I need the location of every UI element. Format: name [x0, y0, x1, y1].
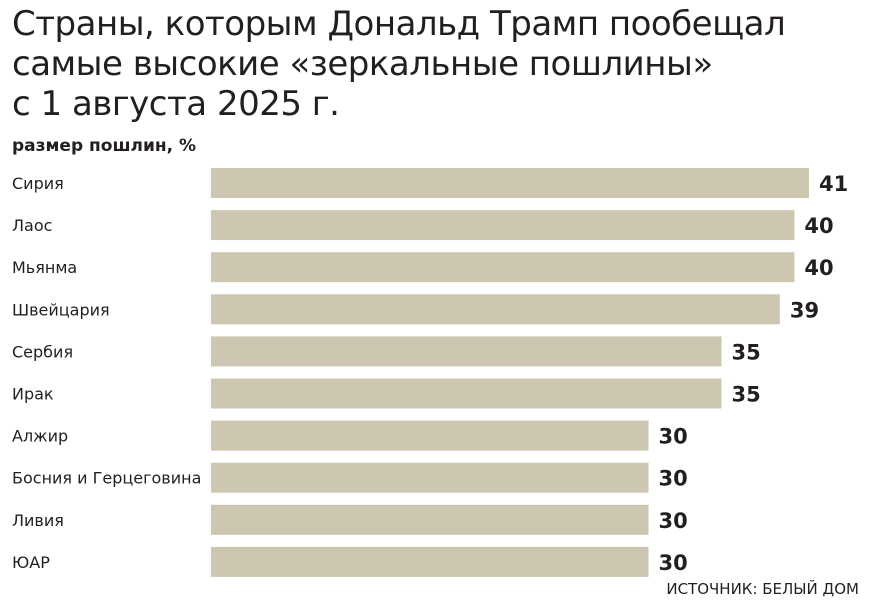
category-label: Сербия: [12, 342, 73, 361]
value-label: 30: [659, 467, 688, 491]
value-label: 30: [659, 509, 688, 533]
bar: [211, 420, 649, 451]
bar: [211, 336, 722, 367]
value-label: 39: [790, 298, 819, 322]
bar: [211, 252, 795, 283]
category-label: Сирия: [12, 174, 64, 193]
category-label: Лаос: [12, 216, 52, 235]
category-label: ЮАР: [12, 553, 50, 572]
chart-subtitle: размер пошлин, %: [12, 136, 197, 156]
category-label: Швейцария: [12, 300, 110, 319]
bar: [211, 210, 795, 241]
bar: [211, 546, 649, 577]
chart-title-line-1: Страны, которым Дональд Трамп пообещал: [12, 4, 786, 44]
bar: [211, 504, 649, 535]
value-label: 35: [731, 383, 760, 407]
value-label: 40: [804, 256, 833, 280]
value-label: 30: [659, 551, 688, 575]
bar: [211, 378, 722, 409]
source-note: ИСТОЧНИК: БЕЛЫЙ ДОМ: [666, 580, 859, 598]
value-label: 35: [731, 340, 760, 364]
chart-title-line-3: с 1 августа 2025 г.: [12, 84, 340, 124]
category-label: Ирак: [12, 385, 54, 404]
category-label: Ливия: [12, 511, 64, 530]
category-label: Алжир: [12, 427, 68, 446]
bar: [211, 294, 780, 325]
category-label: Босния и Герцеговина: [12, 469, 201, 488]
value-label: 30: [659, 425, 688, 449]
chart-title-line-2: самые высокие «зеркальные пошлины»: [12, 44, 713, 84]
value-label: 41: [819, 172, 848, 196]
bar: [211, 168, 809, 198]
category-label: Мьянма: [12, 258, 77, 277]
value-label: 40: [804, 214, 833, 238]
bar: [211, 462, 649, 493]
chart-title: Страны, которым Дональд Трамп пообещал с…: [12, 4, 862, 124]
